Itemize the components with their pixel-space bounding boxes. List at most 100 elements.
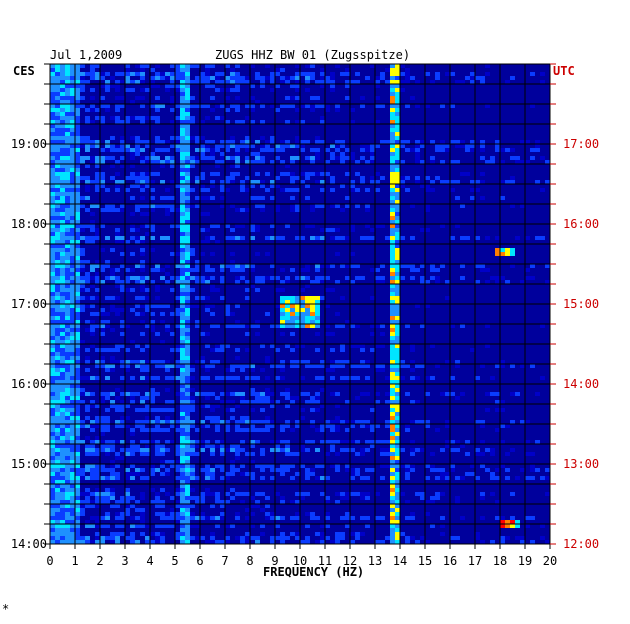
heatmap-cell [415,148,420,152]
heatmap-cell [200,252,205,256]
heatmap-cell [305,296,310,300]
heatmap-cell [420,144,425,148]
heatmap-cell [395,352,400,356]
heatmap-cell [495,144,500,148]
heatmap-cell [90,236,95,240]
heatmap-cell [485,104,490,108]
heatmap-cell [55,208,60,212]
heatmap-cell [185,228,190,232]
heatmap-cell [75,92,80,96]
heatmap-cell [520,468,525,472]
heatmap-cell [225,156,230,160]
heatmap-cell [480,172,485,176]
heatmap-cell [80,104,85,108]
heatmap-cell [250,104,255,108]
heatmap-cell [345,96,350,100]
heatmap-cell [60,528,65,532]
heatmap-cell [390,256,395,260]
heatmap-cell [195,500,200,504]
heatmap-cell [415,420,420,424]
heatmap-cell [280,532,285,536]
heatmap-cell [375,344,380,348]
heatmap-cell [120,500,125,504]
heatmap-cell [50,344,55,348]
heatmap-cell [210,444,215,448]
heatmap-cell [75,148,80,152]
heatmap-cell [240,76,245,80]
heatmap-cell [185,208,190,212]
heatmap-cell [315,308,320,312]
heatmap-cell [305,304,310,308]
heatmap-cell [395,516,400,520]
heatmap-cell [65,476,70,480]
heatmap-cell [135,236,140,240]
heatmap-cell [65,104,70,108]
heatmap-cell [250,388,255,392]
heatmap-cell [75,396,80,400]
heatmap-cell [415,492,420,496]
heatmap-cell [180,220,185,224]
heatmap-cell [130,448,135,452]
heatmap-cell [285,464,290,468]
heatmap-cell [295,108,300,112]
heatmap-cell [70,324,75,328]
heatmap-cell [185,236,190,240]
heatmap-cell [200,76,205,80]
heatmap-cell [300,144,305,148]
heatmap-cell [60,408,65,412]
heatmap-cell [265,172,270,176]
left-time-label: 18:00 [11,217,47,231]
heatmap-cell [275,108,280,112]
heatmap-cell [50,288,55,292]
heatmap-cell [275,524,280,528]
heatmap-cell [55,340,60,344]
heatmap-cell [385,80,390,84]
heatmap-cell [280,148,285,152]
heatmap-cell [305,264,310,268]
heatmap-cell [425,184,430,188]
heatmap-cell [115,312,120,316]
heatmap-cell [395,360,400,364]
heatmap-cell [295,320,300,324]
heatmap-cell [55,68,60,72]
heatmap-cell [90,64,95,68]
heatmap-cell [460,444,465,448]
heatmap-cell [65,72,70,76]
heatmap-cell [140,68,145,72]
heatmap-cell [65,64,70,68]
heatmap-cell [140,184,145,188]
heatmap-cell [80,80,85,84]
heatmap-cell [300,288,305,292]
heatmap-cell [195,524,200,528]
heatmap-cell [230,364,235,368]
heatmap-cell [485,64,490,68]
heatmap-cell [165,524,170,528]
heatmap-cell [100,348,105,352]
heatmap-cell [190,408,195,412]
heatmap-cell [295,424,300,428]
heatmap-cell [335,312,340,316]
heatmap-cell [170,460,175,464]
heatmap-cell [105,416,110,420]
heatmap-cell [510,76,515,80]
heatmap-cell [390,412,395,416]
heatmap-cell [360,148,365,152]
heatmap-cell [320,360,325,364]
heatmap-cell [190,388,195,392]
heatmap-cell [180,140,185,144]
heatmap-cell [475,376,480,380]
heatmap-cell [180,304,185,308]
heatmap-cell [100,320,105,324]
heatmap-cell [245,332,250,336]
heatmap-cell [50,388,55,392]
heatmap-cell [60,276,65,280]
heatmap-cell [70,500,75,504]
heatmap-cell [185,144,190,148]
heatmap-cell [105,476,110,480]
heatmap-cell [110,472,115,476]
heatmap-cell [280,428,285,432]
heatmap-cell [355,376,360,380]
heatmap-cell [50,492,55,496]
heatmap-cell [70,244,75,248]
heatmap-cell [100,492,105,496]
